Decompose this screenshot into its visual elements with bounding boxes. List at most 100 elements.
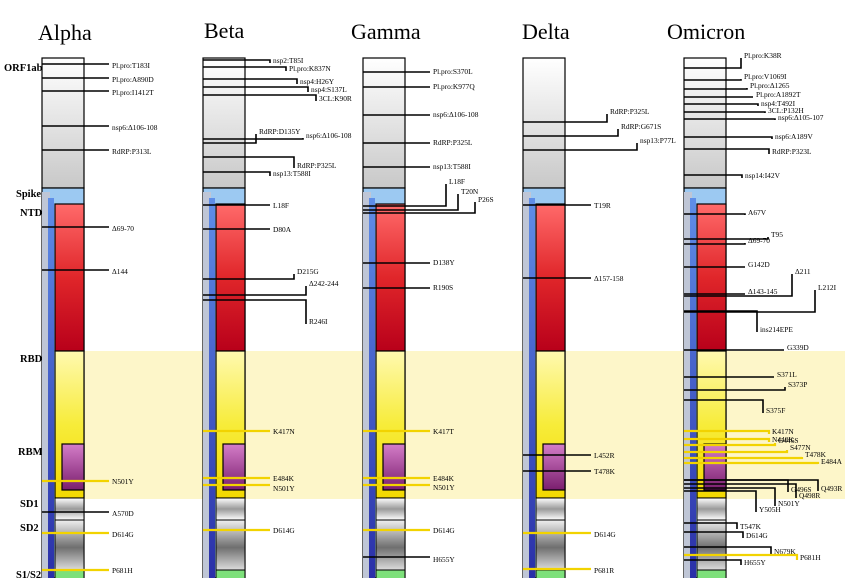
spike-blue-rail (369, 198, 375, 578)
mutation-label: RdRP:P323L (772, 147, 812, 156)
mutation-marker: P26S (363, 195, 494, 214)
mutation-marker: Pl.pro:A890D (42, 75, 154, 84)
mutation-marker: Pl.pro:I1412T (42, 88, 154, 97)
mutation-label: S373P (788, 380, 807, 389)
mutation-marker: G496S (684, 479, 812, 494)
mutation-marker: Pl.pro:Δ1265 (684, 81, 790, 90)
spike-blue-rail (209, 198, 215, 578)
mutation-label: Δ242-244 (309, 279, 339, 288)
sd1-segment (535, 497, 566, 521)
mutation-marker: Δ211 (684, 267, 811, 297)
mutation-label: Pl.pro:T183I (112, 61, 151, 70)
mutation-label: nsp13:P77L (640, 136, 676, 145)
mutation-marker: P681H (42, 566, 133, 575)
mutation-marker: K417N (203, 427, 295, 436)
orf1ab-segment (362, 57, 406, 189)
spike-blue-rail (48, 198, 54, 578)
mutation-label: Pl.pro:K38R (744, 51, 782, 60)
spike-outer-rail (684, 192, 692, 578)
mutation-label: nsp6:Δ106-108 (112, 123, 158, 132)
mutation-marker: RdRP:D135Y (203, 127, 301, 144)
mutation-marker: nsp13:T588I (203, 169, 311, 178)
mutation-label: H655Y (433, 555, 455, 564)
region-label-spike: Spike (16, 189, 41, 200)
spike-blue-rail (690, 198, 696, 578)
mutation-marker: Δ69-70 (42, 224, 134, 233)
variant-title-omicron: Omicron (667, 19, 745, 44)
mutation-label: A67V (748, 208, 767, 217)
mutation-label: Pl.pro:V1069I (744, 72, 787, 81)
mutation-label: nsp2:T85I (273, 56, 304, 65)
mutation-marker: K417N (684, 427, 794, 436)
mutation-label: RdRP:P325L (297, 161, 337, 170)
s1s2-segment (696, 569, 727, 578)
mutation-marker: N501Y (42, 477, 134, 486)
mutation-label: N501Y (112, 477, 134, 486)
mutation-label: Δ69-70 (748, 236, 770, 245)
variant-title-beta: Beta (204, 18, 245, 43)
s1s2-segment (54, 569, 85, 578)
mutation-marker: S373P (684, 380, 807, 391)
mutation-label: H655Y (744, 558, 766, 567)
mutation-label: P681H (800, 553, 821, 562)
mutation-marker: L18F (363, 177, 465, 207)
mutation-marker: L212I (684, 283, 837, 313)
mutation-marker: Pl.pro:K977Q (363, 82, 475, 91)
mutation-marker: R246I (203, 299, 328, 326)
mutation-label: Y505H (759, 505, 781, 514)
mutation-label: N501Y (778, 499, 800, 508)
mutation-label: E484K (273, 474, 295, 483)
mutation-marker: nsp14:I42V (684, 171, 781, 180)
mutation-marker: nsp4:H26Y (203, 77, 335, 86)
mutation-label: P681R (594, 566, 614, 575)
sd2-segment (375, 519, 406, 571)
sd2-segment (696, 519, 727, 571)
orf1ab-segment (41, 57, 85, 189)
mutation-label: nsp6:Δ106-108 (433, 110, 479, 119)
mutation-marker: P681R (523, 566, 614, 575)
mutation-label: G142D (748, 260, 770, 269)
mutation-label: Q493R (821, 484, 842, 493)
mutation-label: Δ144 (112, 267, 128, 276)
mutation-marker: nsp6:Δ106-108 (363, 110, 479, 119)
region-label-ntd: NTD (20, 208, 43, 219)
mutation-label: D614G (433, 526, 455, 535)
mutation-marker: N501Y (203, 483, 295, 493)
mutation-label: G496S (791, 485, 812, 494)
region-label-s1s2: S1/S2 (16, 570, 41, 578)
mutation-label: RdRP:D135Y (259, 127, 301, 136)
mutation-marker: D215G (203, 267, 319, 280)
mutation-label: N501Y (273, 484, 295, 493)
mutation-label: Δ157-158 (594, 274, 624, 283)
mutation-label: R190S (433, 283, 453, 292)
spike-outer-rail (42, 192, 50, 578)
mutation-label: Pl.pro:Δ1265 (750, 81, 790, 90)
s1s2-segment (375, 569, 406, 578)
mutation-marker: E484A (684, 457, 843, 466)
sd1-segment (375, 497, 406, 521)
region-label-rbd: RBD (20, 354, 43, 365)
mutation-label: Pl.pro:A890D (112, 75, 154, 84)
mutation-label: N679K (774, 547, 796, 556)
mutation-label: S371L (777, 370, 797, 379)
mutation-label: D138Y (433, 258, 455, 267)
mutation-marker: S371L (684, 370, 797, 379)
mutation-marker: Pl.pro:K38R (684, 51, 782, 69)
rbm-segment (61, 443, 85, 491)
mutation-marker: nsp4:S137L (203, 85, 347, 94)
mutation-label: G446S (778, 436, 799, 445)
mutation-label: T478K (594, 467, 616, 476)
mutation-marker: D614G (523, 530, 616, 539)
region-label-orf1ab: ORF1ab (4, 63, 43, 74)
mutation-marker: E484K (363, 474, 455, 483)
sd1-segment (696, 497, 727, 521)
mutation-marker: Pl.pro:V1069I (684, 72, 787, 81)
mutation-marker: S477N (684, 443, 811, 454)
mutation-label: E484A (821, 457, 843, 466)
variant-column-gamma: Pl.pro:S370L Pl.pro:K977Q nsp6:Δ106-108 RdR… (362, 57, 494, 578)
mutation-marker: nsp6:Δ106-108 (42, 123, 158, 132)
mutation-label: 3CL:P132H (768, 106, 804, 115)
mutation-marker: nsp2:T85I (203, 56, 304, 65)
mutation-marker: Y505H (684, 490, 781, 514)
